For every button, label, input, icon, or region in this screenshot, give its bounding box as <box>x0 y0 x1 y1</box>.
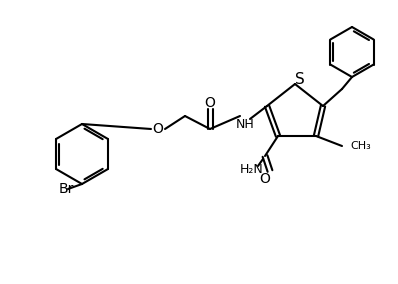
Text: O: O <box>259 172 270 186</box>
Text: Br: Br <box>59 182 74 196</box>
Text: CH₃: CH₃ <box>350 141 371 151</box>
Text: O: O <box>152 122 164 136</box>
Text: O: O <box>205 96 215 110</box>
Text: H₂N: H₂N <box>240 162 264 176</box>
Text: NH: NH <box>236 118 254 131</box>
Text: S: S <box>295 72 305 87</box>
